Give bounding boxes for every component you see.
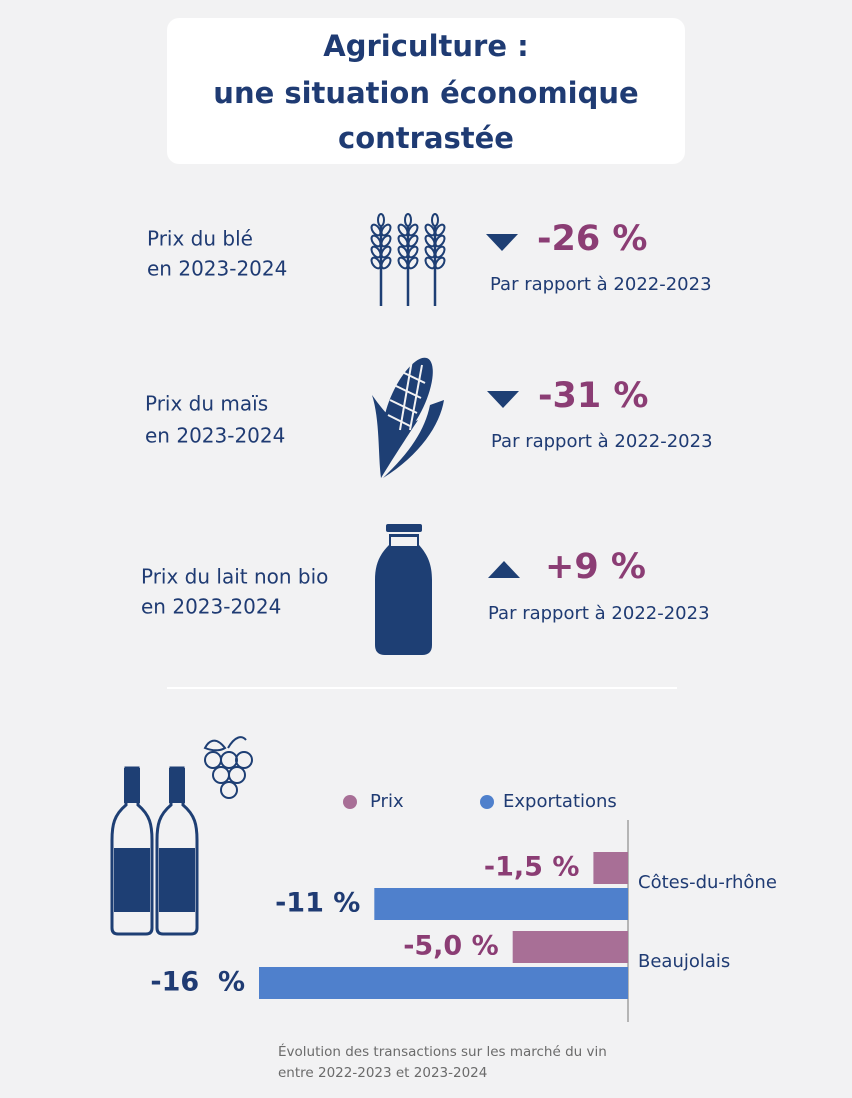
grain [407, 245, 419, 259]
bar [593, 852, 628, 884]
grain [370, 256, 382, 270]
wine-bottles-icon [110, 766, 199, 936]
bar [259, 967, 628, 999]
grain [434, 256, 446, 270]
title: Agriculture : [323, 29, 528, 63]
stat-label: en 2023-2024 [145, 424, 285, 448]
grain [407, 223, 419, 237]
milk-bottle-icon [375, 524, 432, 655]
category-label: Côtes-du-rhône [638, 872, 777, 893]
legend-label: Exportations [503, 791, 617, 812]
grain [407, 234, 419, 248]
corn-icon [372, 357, 444, 478]
caption: Évolution des transactions sur les march… [278, 1043, 607, 1060]
grain [380, 256, 392, 270]
legend-swatch [343, 795, 357, 809]
title: une situation économique [213, 76, 638, 110]
grain [377, 213, 385, 227]
grain [431, 213, 439, 227]
grain [434, 223, 446, 237]
stat-note: Par rapport à 2022-2023 [488, 603, 710, 624]
stat-value: -26 % [537, 219, 648, 259]
grain [404, 213, 412, 227]
title-box [167, 18, 685, 164]
grain [434, 245, 446, 259]
trend-arrow [488, 561, 520, 578]
grapes-icon [203, 736, 253, 799]
stat-note: Par rapport à 2022-2023 [490, 274, 712, 295]
stat-label: en 2023-2024 [141, 595, 281, 619]
grain [380, 234, 392, 248]
stat-label: Prix du maïs [145, 392, 268, 416]
legend-label: Prix [370, 791, 404, 812]
legend-swatch [480, 795, 494, 809]
grain [424, 256, 436, 270]
stat-value: +9 % [545, 547, 646, 587]
grain [397, 234, 409, 248]
bar [512, 931, 628, 963]
trend-arrow [487, 391, 519, 408]
stat-value: -31 % [538, 376, 649, 416]
grain [424, 234, 436, 248]
grain [370, 234, 382, 248]
value-label: -1,5 % [484, 852, 580, 883]
stat-note: Par rapport à 2022-2023 [491, 431, 713, 452]
wheat-icon [370, 213, 446, 306]
grain [380, 245, 392, 259]
trend-arrow [486, 234, 518, 251]
grain [380, 223, 392, 237]
caption: entre 2022-2023 et 2023-2024 [278, 1065, 487, 1081]
grain [424, 245, 436, 259]
grain [407, 256, 419, 270]
grain [370, 223, 382, 237]
grain [434, 234, 446, 248]
value-label: -5,0 % [403, 931, 499, 962]
value-label: -11 % [275, 888, 360, 919]
value-label: -16 % [150, 967, 245, 998]
grain [397, 223, 409, 237]
title: contrastée [338, 121, 514, 155]
bar [374, 888, 628, 920]
stat-label: en 2023-2024 [147, 257, 287, 281]
stat-label: Prix du lait non bio [141, 565, 328, 589]
grain [424, 223, 436, 237]
grain [397, 245, 409, 259]
category-label: Beaujolais [638, 951, 730, 972]
stat-label: Prix du blé [147, 227, 253, 251]
grain [370, 245, 382, 259]
grain [397, 256, 409, 270]
